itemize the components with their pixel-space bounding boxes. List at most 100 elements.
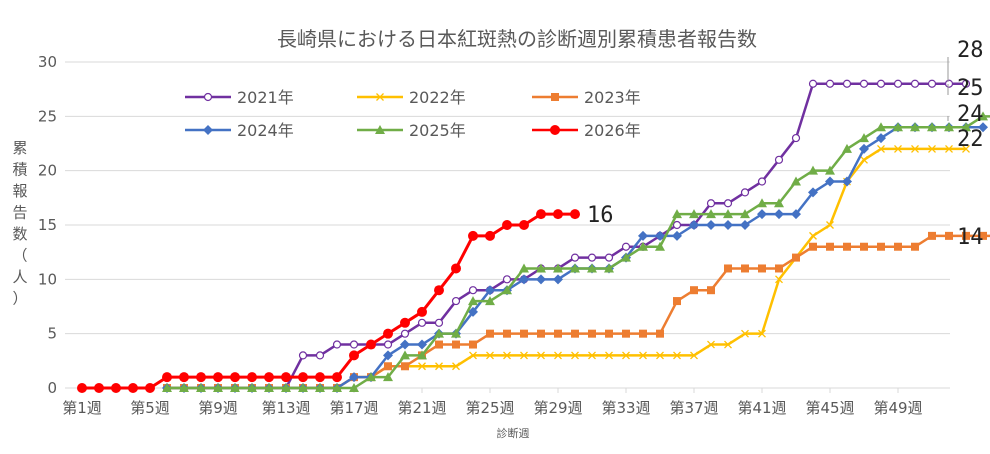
data-point bbox=[281, 383, 291, 392]
data-point bbox=[876, 79, 886, 88]
data-point bbox=[809, 242, 817, 251]
legend-label: 2025年 bbox=[409, 121, 466, 140]
y-label-char: 告 bbox=[12, 204, 27, 222]
data-point bbox=[315, 351, 325, 360]
data-point bbox=[230, 372, 240, 383]
data-point bbox=[451, 263, 461, 274]
data-point bbox=[588, 351, 596, 360]
data-point bbox=[723, 209, 733, 219]
data-point bbox=[179, 372, 189, 383]
data-point bbox=[724, 340, 732, 349]
data-point bbox=[842, 176, 852, 187]
data-point bbox=[638, 230, 648, 241]
data-point bbox=[842, 143, 852, 153]
data-point bbox=[417, 306, 427, 317]
data-point bbox=[927, 79, 937, 88]
data-point bbox=[639, 351, 647, 360]
data-point bbox=[332, 372, 342, 383]
data-point bbox=[349, 383, 359, 392]
x-tick-label: 第45週 bbox=[805, 399, 854, 417]
data-point bbox=[775, 264, 783, 273]
data-point bbox=[349, 372, 359, 383]
data-point bbox=[434, 328, 444, 338]
legend-item: 2026年 bbox=[532, 121, 641, 140]
data-point bbox=[452, 340, 460, 349]
data-point bbox=[791, 133, 801, 143]
y-label-char: （ bbox=[12, 247, 27, 265]
data-point bbox=[911, 242, 919, 251]
data-point bbox=[945, 231, 953, 240]
data-point bbox=[332, 383, 342, 392]
data-point bbox=[808, 79, 818, 88]
data-point bbox=[979, 231, 987, 240]
data-point bbox=[332, 340, 342, 349]
data-point bbox=[485, 296, 495, 306]
data-point bbox=[502, 285, 512, 295]
data-point bbox=[298, 351, 308, 360]
data-point bbox=[672, 220, 682, 230]
y-tick-label: 5 bbox=[47, 325, 57, 343]
data-point bbox=[550, 125, 560, 135]
data-point bbox=[469, 340, 477, 349]
data-point bbox=[571, 351, 579, 360]
data-point bbox=[519, 274, 529, 285]
data-point bbox=[536, 209, 546, 220]
data-point bbox=[400, 350, 410, 360]
data-point bbox=[486, 351, 494, 360]
data-point bbox=[706, 220, 716, 230]
data-point bbox=[570, 209, 580, 220]
data-point bbox=[145, 383, 155, 393]
data-point bbox=[247, 383, 257, 392]
data-point bbox=[417, 339, 427, 350]
data-point bbox=[213, 372, 223, 383]
end-value-label: 22 bbox=[957, 127, 984, 152]
data-point bbox=[349, 340, 359, 349]
data-point bbox=[741, 264, 749, 273]
legend-item: 2024年 bbox=[185, 121, 294, 140]
data-point bbox=[264, 383, 274, 392]
y-label-char: 積 bbox=[12, 161, 27, 179]
y-tick-label: 30 bbox=[38, 53, 57, 71]
data-point bbox=[375, 125, 385, 134]
data-point bbox=[656, 351, 664, 360]
data-point bbox=[502, 275, 512, 284]
data-point bbox=[825, 176, 835, 187]
data-point bbox=[196, 372, 206, 383]
data-point bbox=[774, 209, 784, 220]
data-point bbox=[672, 209, 682, 219]
data-point bbox=[537, 329, 545, 338]
data-point bbox=[203, 92, 213, 102]
data-point bbox=[825, 165, 835, 175]
data-point bbox=[417, 350, 427, 360]
data-point bbox=[571, 329, 579, 338]
legend-label: 2021年 bbox=[237, 88, 294, 107]
data-point bbox=[690, 286, 698, 295]
data-point bbox=[417, 318, 427, 327]
data-point bbox=[400, 339, 410, 350]
x-tick-label: 第25週 bbox=[465, 399, 514, 417]
data-point bbox=[859, 143, 869, 154]
data-point bbox=[638, 241, 648, 251]
data-point bbox=[791, 176, 801, 186]
y-label-char: 人 bbox=[12, 268, 27, 286]
data-point bbox=[383, 340, 393, 349]
data-point bbox=[434, 285, 444, 296]
y-tick-label: 25 bbox=[38, 107, 57, 125]
data-point bbox=[435, 362, 443, 371]
data-point bbox=[298, 383, 308, 392]
data-point bbox=[553, 274, 563, 285]
data-point bbox=[418, 362, 426, 371]
data-point bbox=[604, 263, 614, 273]
data-point bbox=[468, 286, 478, 295]
data-point bbox=[723, 220, 733, 230]
data-point bbox=[928, 144, 936, 153]
data-point bbox=[826, 221, 834, 229]
data-point bbox=[723, 199, 733, 208]
data-point bbox=[808, 165, 818, 175]
data-point bbox=[315, 383, 325, 392]
data-point bbox=[587, 263, 597, 273]
data-point bbox=[860, 155, 868, 164]
data-point bbox=[383, 372, 393, 382]
data-point bbox=[553, 263, 563, 273]
